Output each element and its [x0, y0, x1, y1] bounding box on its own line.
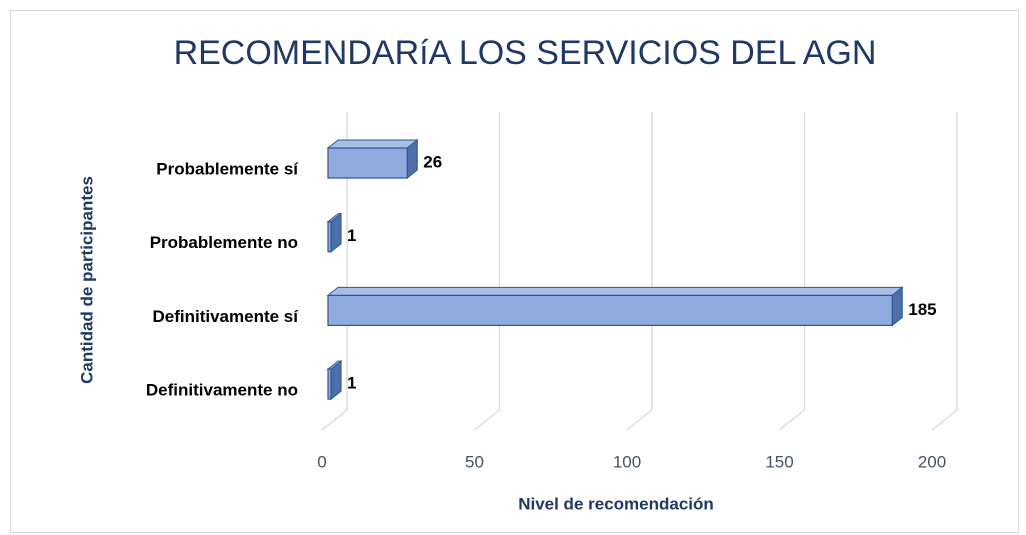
bar [327, 221, 332, 253]
grid-line [626, 112, 653, 431]
bar-top [326, 286, 904, 296]
x-tick-label: 200 [918, 452, 946, 471]
x-axis-label: Nivel de recomendación [518, 494, 714, 513]
y-tick-label: Probablemente sí [156, 159, 299, 178]
chart-border [10, 10, 1019, 533]
y-axis-label: Cantidad de participantes [77, 176, 96, 384]
y-tick-label: Definitivamente no [146, 381, 298, 400]
bar [327, 147, 408, 179]
grid-line [321, 112, 348, 431]
bar [327, 368, 332, 400]
bar [327, 294, 893, 326]
data-label: 1 [347, 374, 356, 393]
bar-top [326, 139, 419, 149]
x-tick-label: 50 [465, 452, 484, 471]
data-label: 26 [423, 152, 442, 171]
x-tick-label: 0 [317, 452, 326, 471]
chart-title: RECOMENDARíA LOS SERVICIOS DEL AGN [174, 34, 877, 72]
grid-line [474, 112, 501, 431]
x-tick-label: 100 [613, 452, 641, 471]
y-tick-label: Probablemente no [150, 233, 298, 252]
grid-line [779, 112, 806, 431]
grid-line [931, 112, 958, 431]
x-tick-label: 150 [765, 452, 793, 471]
data-label: 185 [908, 300, 936, 319]
data-label: 1 [347, 226, 356, 245]
y-tick-label: Definitivamente sí [153, 307, 300, 326]
